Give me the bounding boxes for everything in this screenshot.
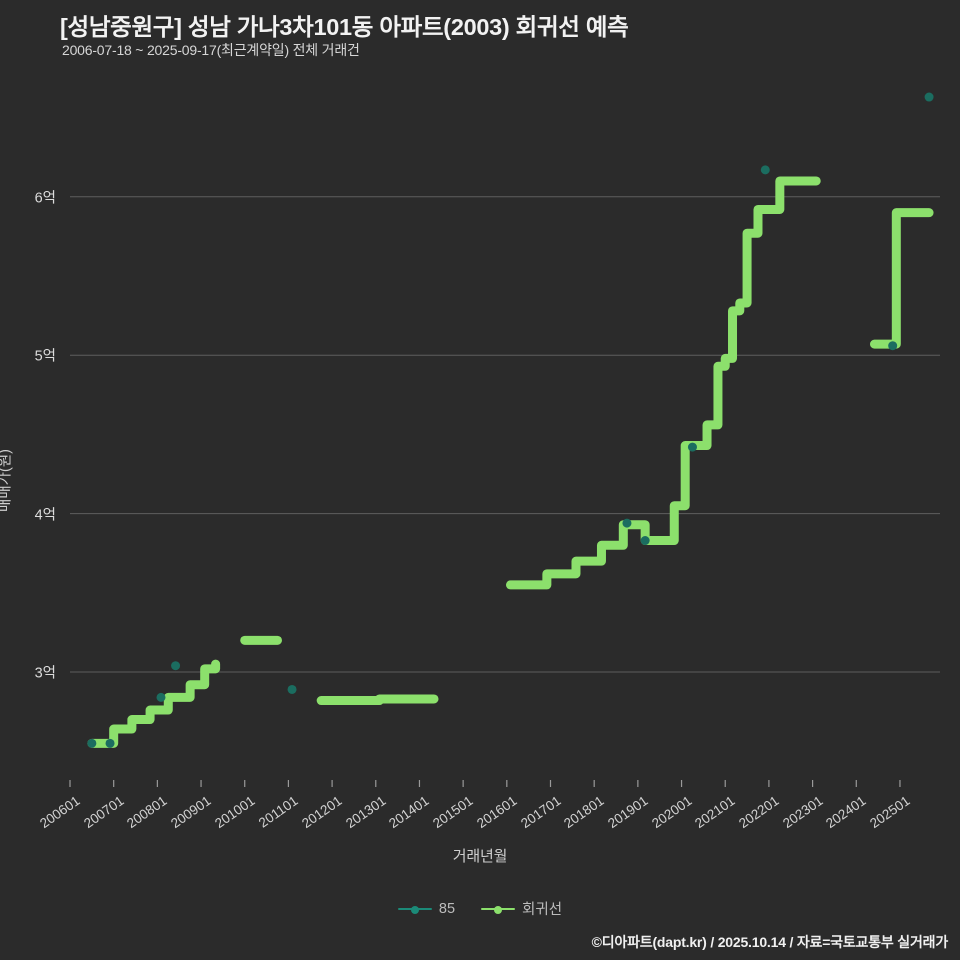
legend-entry-1[interactable]: 회귀선 — [481, 898, 562, 919]
scatter-group-85 — [87, 92, 934, 748]
scatter-point-3 — [171, 661, 181, 671]
regression-segment-3 — [505, 176, 821, 590]
regression-line-group — [87, 176, 934, 748]
scatter-point-0 — [87, 738, 97, 748]
scatter-point-8 — [760, 165, 770, 175]
y-axis-title: 매매가(원) — [0, 448, 14, 513]
scatter-point-10 — [924, 92, 934, 102]
scatter-point-5 — [622, 518, 632, 528]
legend-marker-icon-0 — [397, 903, 432, 915]
scatter-point-4 — [287, 684, 297, 694]
legend-label-1: 회귀선 — [522, 902, 563, 918]
y-tick-label-0: 3억 — [34, 665, 56, 682]
legend-entry-0[interactable]: 85 — [397, 900, 456, 917]
legend-label-0: 85 — [438, 900, 456, 917]
regression-segment-2 — [316, 694, 439, 706]
y-tick-label-1: 4억 — [34, 507, 56, 524]
chart-legend: 85 회귀선 — [0, 898, 960, 919]
footer-credit: ©디아파트(dapt.kr) / 2025.10.14 / 자료=국토교통부 실… — [591, 934, 949, 950]
scatter-point-7 — [687, 442, 697, 452]
page-title: [성남중원구] 성남 가나3차101동 아파트(2003) 회귀선 예측 — [60, 14, 629, 40]
scatter-point-1 — [105, 738, 115, 748]
legend-marker-icon-1 — [481, 903, 516, 915]
scatter-point-9 — [888, 341, 898, 351]
page-subtitle: 2006-07-18 ~ 2025-09-17(최근계약일) 전체 거래건 — [62, 42, 360, 58]
x-axis-title: 거래년월 — [452, 848, 508, 865]
regression-segment-0 — [87, 659, 221, 748]
y-tick-label-3: 6억 — [34, 190, 56, 207]
regression-segment-4 — [869, 208, 934, 349]
scatter-point-6 — [640, 536, 650, 546]
scatter-point-2 — [156, 692, 166, 702]
y-tick-label-2: 5억 — [34, 348, 56, 365]
